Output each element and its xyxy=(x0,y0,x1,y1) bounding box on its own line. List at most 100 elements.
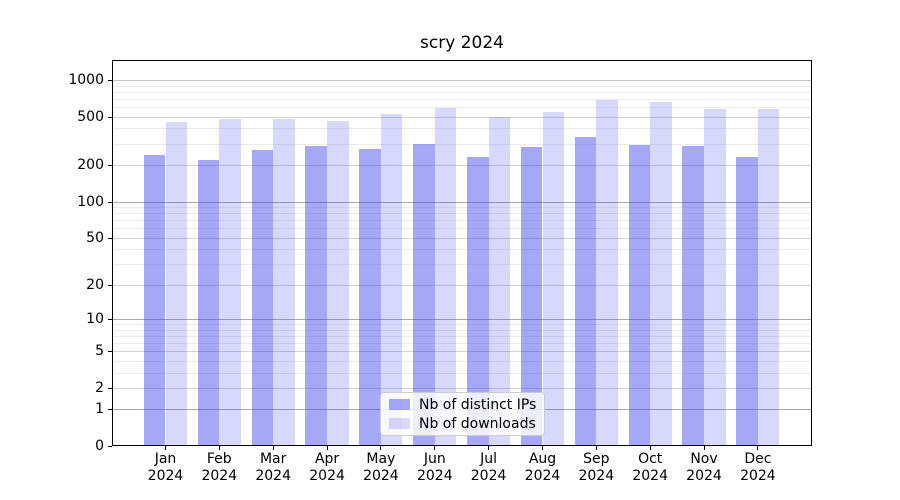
x-tick-label-9: Sep 2024 xyxy=(578,451,615,484)
y-tick-label-10: 10 xyxy=(86,311,104,327)
gridline-minor-60 xyxy=(113,228,811,230)
y-tick-label-2: 2 xyxy=(95,379,104,396)
gridline-10 xyxy=(113,319,811,320)
x-tick-mark-7 xyxy=(488,446,490,450)
gridline-minor-8 xyxy=(113,329,811,331)
bar-nb-of-distinct-ips-sep xyxy=(574,137,597,446)
y-tick-label-1000: 1000 xyxy=(68,71,104,88)
x-tick-label-11: Nov 2024 xyxy=(686,451,722,484)
y-tick-mark-500 xyxy=(108,116,112,118)
y-tick-label-20: 20 xyxy=(86,276,104,293)
bar-nb-of-distinct-ips-nov xyxy=(682,146,704,446)
y-tick-label-1: 1 xyxy=(95,401,104,418)
bar-nb-of-downloads-dec xyxy=(757,109,780,446)
legend-swatch-distinct-ips xyxy=(389,399,410,410)
bar-nb-of-distinct-ips-oct xyxy=(628,145,651,446)
bar-nb-of-downloads-aug xyxy=(542,112,565,446)
y-tick-mark-0 xyxy=(108,446,112,447)
gridline-minor-400 xyxy=(113,128,811,130)
y-tick-mark-10 xyxy=(108,319,112,320)
gridline-minor-3 xyxy=(113,372,811,374)
x-tick-mark-10 xyxy=(649,446,651,450)
x-tick-label-7: Jul 2024 xyxy=(470,451,507,484)
gridline-minor-70 xyxy=(113,220,811,222)
y-tick-mark-5 xyxy=(108,351,112,353)
y-tick-mark-1000 xyxy=(108,79,112,81)
x-tick-label-2: Feb 2024 xyxy=(201,451,238,484)
gridline-minor-7 xyxy=(113,335,811,337)
bar-nb-of-downloads-may xyxy=(380,114,403,446)
gridline-minor-80 xyxy=(113,213,811,215)
y-tick-mark-100 xyxy=(108,201,112,203)
bar-nb-of-distinct-ips-jul xyxy=(467,156,489,446)
x-tick-label-3: Mar 2024 xyxy=(255,451,291,484)
gridline-minor-30 xyxy=(113,264,811,266)
gridline-minor-90 xyxy=(113,207,811,208)
x-tick-label-12: Dec 2024 xyxy=(740,451,776,484)
x-tick-mark-11 xyxy=(703,446,705,450)
gridline-2 xyxy=(113,387,811,389)
y-tick-mark-2 xyxy=(108,387,112,389)
gridline-200 xyxy=(113,165,811,166)
gridline-minor-9 xyxy=(113,324,811,325)
x-tick-mark-9 xyxy=(595,446,597,450)
x-tick-mark-2 xyxy=(218,446,220,450)
y-tick-mark-50 xyxy=(108,237,112,239)
gridline-minor-4 xyxy=(113,360,811,362)
bar-nb-of-distinct-ips-jan xyxy=(143,155,166,446)
bar-nb-of-distinct-ips-aug xyxy=(520,147,543,446)
bar-nb-of-downloads-feb xyxy=(219,118,241,446)
y-tick-label-50: 50 xyxy=(86,229,104,246)
gridline-5 xyxy=(113,351,811,353)
legend-item-distinct-ips: Nb of distinct IPs xyxy=(389,398,544,412)
legend-item-downloads: Nb of downloads xyxy=(389,417,544,431)
bar-nb-of-downloads-jul xyxy=(488,117,511,446)
bar-nb-of-downloads-apr xyxy=(327,121,349,446)
gridline-minor-900 xyxy=(113,85,811,87)
x-tick-label-4: Apr 2024 xyxy=(309,451,345,484)
bar-nb-of-distinct-ips-dec xyxy=(736,156,758,446)
bar-nb-of-downloads-sep xyxy=(596,99,618,446)
bar-nb-of-distinct-ips-apr xyxy=(305,146,327,446)
gridline-minor-40 xyxy=(113,249,811,251)
x-tick-mark-3 xyxy=(272,446,274,450)
y-tick-label-100: 100 xyxy=(77,193,104,210)
x-tick-mark-8 xyxy=(542,446,543,450)
bar-nb-of-downloads-jun xyxy=(434,108,457,446)
bar-nb-of-distinct-ips-feb xyxy=(197,160,220,446)
y-tick-label-5: 5 xyxy=(95,343,104,360)
bar-nb-of-distinct-ips-jun xyxy=(413,143,435,446)
gridline-20 xyxy=(113,284,811,286)
gridline-50 xyxy=(113,237,811,239)
bar-nb-of-distinct-ips-mar xyxy=(251,150,274,446)
x-tick-mark-1 xyxy=(165,446,166,450)
gridline-100 xyxy=(113,201,811,203)
legend-swatch-downloads xyxy=(389,418,410,429)
y-tick-mark-1 xyxy=(108,409,112,411)
gridline-minor-300 xyxy=(113,143,811,145)
gridline-500 xyxy=(113,116,811,118)
x-tick-mark-4 xyxy=(326,446,328,450)
y-tick-label-200: 200 xyxy=(77,157,104,173)
x-tick-mark-5 xyxy=(380,446,382,450)
bar-nb-of-distinct-ips-may xyxy=(359,149,381,446)
x-tick-label-10: Oct 2024 xyxy=(632,451,668,484)
y-tick-mark-200 xyxy=(108,165,112,166)
gridline-minor-6 xyxy=(113,342,811,344)
gridline-1000 xyxy=(113,79,811,81)
x-tick-label-6: Jun 2024 xyxy=(416,451,453,484)
y-tick-mark-20 xyxy=(108,284,112,286)
bar-nb-of-downloads-nov xyxy=(704,108,726,446)
legend-label-downloads: Nb of downloads xyxy=(419,415,536,432)
x-tick-label-8: Aug 2024 xyxy=(524,451,561,484)
x-tick-label-5: May 2024 xyxy=(363,451,399,484)
gridline-minor-800 xyxy=(113,91,811,93)
y-tick-label-500: 500 xyxy=(77,108,104,125)
gridline-minor-700 xyxy=(113,98,811,100)
x-tick-label-1: Jan 2024 xyxy=(147,451,184,484)
legend: Nb of distinct IPs Nb of downloads xyxy=(380,392,545,436)
